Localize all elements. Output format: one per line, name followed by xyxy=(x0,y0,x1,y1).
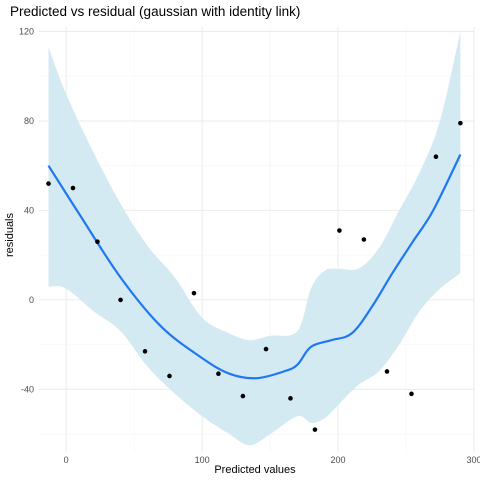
data-point xyxy=(288,396,293,401)
smooth-line-group xyxy=(47,154,462,380)
confidence-band xyxy=(48,31,461,446)
smooth-line xyxy=(47,154,462,380)
x-tick-label: 200 xyxy=(331,455,346,465)
y-axis-label: residuals xyxy=(4,212,16,257)
data-point xyxy=(191,290,197,296)
data-point xyxy=(216,371,221,377)
data-point xyxy=(361,237,367,242)
y-tick-label: 80 xyxy=(24,116,34,126)
y-tick-label: -40 xyxy=(21,384,34,394)
data-point xyxy=(337,228,342,233)
y-tick-label: 120 xyxy=(19,26,34,36)
data-point xyxy=(70,185,76,191)
data-point xyxy=(167,373,172,379)
data-point xyxy=(263,346,269,352)
data-point xyxy=(118,297,123,303)
data-point xyxy=(46,181,51,186)
x-tick-label: 0 xyxy=(64,455,69,465)
chart-title: Predicted vs residual (gaussian with ide… xyxy=(10,4,300,19)
y-tick-label: 0 xyxy=(29,295,34,305)
confidence-band-group xyxy=(48,31,461,446)
x-axis-label: Predicted values xyxy=(214,464,296,476)
x-tick-label: 300 xyxy=(466,455,480,465)
data-point xyxy=(458,120,463,126)
data-point xyxy=(384,369,390,374)
data-point xyxy=(312,427,318,432)
data-point xyxy=(240,393,246,399)
data-point xyxy=(142,349,148,354)
x-tick-labels: 0 100 200 300 xyxy=(64,455,480,465)
data-point xyxy=(433,154,439,160)
y-tick-labels: -40 0 40 80 120 xyxy=(19,26,34,394)
x-tick-label: 100 xyxy=(195,455,210,465)
y-tick-label: 40 xyxy=(24,205,34,215)
points-group xyxy=(46,120,463,432)
data-point xyxy=(409,391,414,397)
data-point xyxy=(95,239,100,245)
